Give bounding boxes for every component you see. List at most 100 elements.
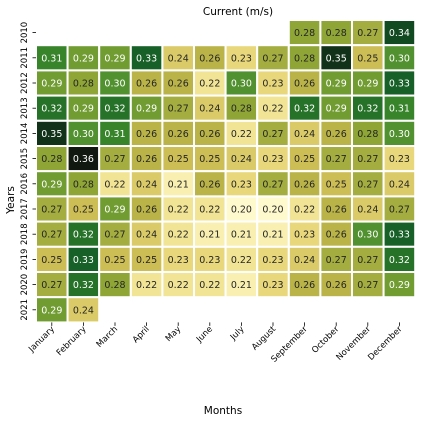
cell-value-label: 0.22 [231,129,252,140]
cell-value-label: 0.32 [104,104,125,115]
cell-value-label: 0.24 [73,305,94,316]
cell-value-label: 0.24 [294,129,315,140]
heatmap-cell [193,44,227,72]
cell-value-label: 0.26 [199,179,220,190]
y-tick-labels: 2010 2011 2012 2013 2014 2015 2016 2017 2018 2019… [20,22,36,321]
cell-value-label: 0.29 [104,205,125,216]
heatmap-cell [319,271,353,299]
cell-value-label: 0.26 [326,230,347,241]
cell-value-label: 0.27 [262,129,283,140]
cell-value-label: 0.24 [136,179,157,190]
cell-value-label: 0.25 [199,154,220,165]
heatmap-cell [224,69,259,97]
cell-value-label: 0.26 [326,280,347,291]
cell-value-label: 0.34 [389,28,410,39]
y-tick-label: 2012 [20,72,30,94]
cell-value-label: 0.29 [136,104,157,115]
cell-value-label: 0.22 [168,280,189,291]
x-tick-label: December [366,324,405,363]
cell-value-label: 0.25 [104,255,125,266]
cell-value-label: 0.28 [326,28,347,39]
cell-value-label: 0.23 [262,280,283,291]
cell-value-label: 0.30 [231,79,252,90]
cell-value-label: 0.26 [199,53,220,64]
cell-value-label: 0.29 [41,179,62,190]
heatmap-cell [351,119,385,148]
cell-value-label: 0.33 [389,79,410,90]
cell-value-label: 0.20 [262,205,283,216]
cell-value-label: 0.23 [231,179,252,190]
heatmap-cell [129,44,164,72]
heatmap-cell [98,69,132,97]
cell-value-label: 0.27 [262,53,283,64]
cell-value-label: 0.26 [168,129,189,140]
x-tick-label: June [194,324,215,345]
cell-value-label: 0.28 [357,129,378,140]
cell-value-label: 0.22 [104,179,125,190]
cell-value-label: 0.29 [389,280,410,291]
cell-value-label: 0.26 [136,79,157,90]
cell-value-label: 0.21 [231,280,252,291]
cell-value-label: 0.22 [294,205,315,216]
cell-value-label: 0.26 [294,179,315,190]
cell-value-label: 0.24 [389,179,410,190]
cell-value-label: 0.33 [389,230,410,241]
heatmap-cell [161,170,195,198]
cell-value-label: 0.21 [231,230,252,241]
cell-value-label: 0.24 [231,154,252,165]
cell-value-label: 0.27 [357,154,378,165]
y-tick-label: 2011 [20,47,30,69]
cell-value-label: 0.26 [294,79,315,90]
cell-value-label: 0.27 [168,104,189,115]
heatmap-cell [66,170,101,198]
heatmap-cell [129,69,164,97]
cell-value-label: 0.32 [73,230,94,241]
heatmap-cell [66,296,101,324]
cell-value-label: 0.25 [136,255,157,266]
cell-value-label: 0.28 [104,280,125,291]
x-tick-label: August [250,324,279,353]
cell-value-label: 0.29 [41,79,62,90]
x-tick-label: July [228,324,247,343]
cell-value-label: 0.25 [73,205,94,216]
cell-value-label: 0.26 [294,280,315,291]
cell-value-label: 0.26 [136,129,157,140]
heatmap-cell [351,271,385,299]
y-tick-label: 2020 [20,274,30,296]
cell-value-label: 0.35 [41,129,62,140]
heatmap-cell [382,170,417,198]
heatmap-cell [382,195,417,223]
y-tick-label: 2017 [20,198,30,220]
x-tick-label: April [131,324,152,345]
heatmap-cell [287,145,322,173]
cell-value-label: 0.22 [231,255,252,266]
cell-value-label: 0.36 [73,154,94,165]
heatmap-cell [382,271,417,299]
cell-value-label: 0.26 [326,205,347,216]
cell-value-label: 0.29 [41,305,62,316]
cell-value-label: 0.27 [41,230,62,241]
y-axis-label: Years [5,186,17,215]
cell-value-label: 0.31 [389,104,410,115]
cell-value-label: 0.26 [136,205,157,216]
cell-value-label: 0.29 [326,104,347,115]
y-tick-label: 2015 [20,148,30,170]
cell-value-label: 0.27 [41,205,62,216]
cell-value-label: 0.28 [73,179,94,190]
cell-value-label: 0.28 [41,154,62,165]
cell-value-label: 0.23 [294,230,315,241]
x-axis-label: Months [204,405,242,417]
cell-value-label: 0.25 [168,154,189,165]
heatmap-cell [319,170,353,198]
cell-value-label: 0.33 [73,255,94,266]
cell-value-label: 0.27 [357,280,378,291]
cell-value-label: 0.28 [73,79,94,90]
heatmap-cell [256,220,290,248]
cell-value-label: 0.27 [326,255,347,266]
cell-value-label: 0.29 [73,104,94,115]
cell-value-label: 0.27 [326,154,347,165]
heatmap-cell [382,19,417,47]
heatmap-cell [287,271,322,299]
cell-value-label: 0.27 [357,28,378,39]
cell-value-label: 0.31 [41,53,62,64]
